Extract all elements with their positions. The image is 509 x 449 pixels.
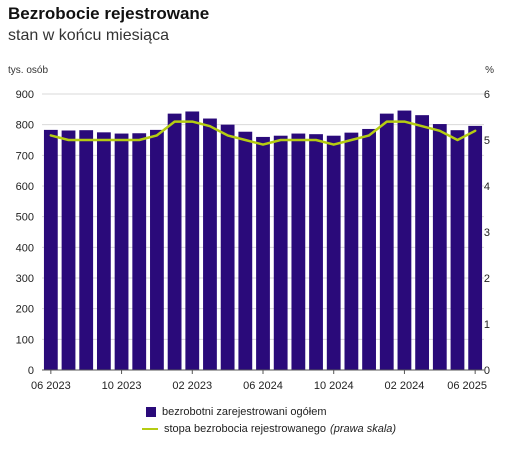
bar [273, 135, 288, 370]
bar [185, 111, 200, 370]
bar [203, 118, 217, 371]
y-left-tick-label: 0 [28, 365, 34, 377]
y-left-tick-label: 200 [16, 304, 34, 316]
x-tick-label: 06 2024 [243, 380, 283, 392]
chart-subtitle: stan w końcu miesiąca [8, 27, 169, 44]
bar [397, 110, 412, 370]
y-left-tick-label: 700 [16, 150, 34, 162]
bar [450, 130, 465, 370]
y-left-tick-label: 100 [16, 334, 34, 346]
bar [309, 134, 323, 370]
x-tick-label: 10 2023 [102, 380, 142, 392]
right-axis-unit: % [485, 65, 494, 76]
bar [238, 131, 253, 370]
bar [344, 132, 359, 370]
bar [150, 129, 164, 370]
bar [415, 115, 430, 370]
y-right-tick-label: 1 [484, 319, 490, 331]
x-tick-label: 10 2024 [314, 380, 354, 392]
legend-label-line: stopa bezrobocia rejestrowanego [164, 422, 327, 435]
left-axis-unit: tys. osób [8, 65, 48, 76]
legend-item-line: stopa bezrobocia rejestrowanego (prawa s… [142, 420, 397, 437]
bar [326, 135, 341, 370]
bar [167, 113, 182, 371]
legend-label-line-note: (prawa skala) [330, 422, 397, 435]
bar [61, 130, 76, 370]
y-right-tick-label: 0 [484, 365, 490, 377]
chart-legend: bezrobotni zarejestrowani ogółem stopa b… [142, 403, 397, 437]
x-tick-label: 02 2023 [172, 380, 212, 392]
x-tick-label: 06 2025 [447, 380, 487, 392]
y-right-tick-label: 5 [484, 135, 490, 147]
y-left-tick-label: 900 [16, 89, 34, 101]
bar [291, 133, 306, 370]
y-left-tick-label: 800 [16, 120, 34, 132]
y-left-tick-label: 600 [16, 181, 34, 193]
y-left-tick-label: 400 [16, 242, 34, 254]
y-right-tick-label: 2 [484, 273, 490, 285]
bar [132, 133, 147, 370]
bar [362, 128, 376, 370]
x-tick-label: 02 2024 [385, 380, 425, 392]
y-right-tick-label: 3 [484, 227, 490, 239]
legend-item-bars: bezrobotni zarejestrowani ogółem [146, 403, 396, 420]
y-left-tick-label: 300 [16, 273, 34, 285]
y-left-tick-label: 500 [16, 212, 34, 224]
chart-title: Bezrobocie rejestrowane [8, 4, 210, 23]
bar [432, 124, 447, 370]
bar [79, 130, 94, 370]
bar [379, 113, 394, 371]
bar [43, 129, 58, 370]
bar [114, 133, 129, 370]
legend-line-swatch [142, 427, 158, 430]
bar [96, 132, 111, 370]
legend-bar-swatch [146, 406, 156, 417]
unemployment-rate-line [49, 120, 477, 146]
legend-label-bars: bezrobotni zarejestrowani ogółem [162, 405, 327, 418]
x-tick-label: 06 2023 [31, 380, 71, 392]
y-right-tick-label: 4 [484, 181, 490, 193]
bar [220, 124, 235, 371]
bar [468, 125, 483, 370]
bar [256, 136, 270, 370]
y-right-tick-label: 6 [484, 89, 490, 101]
